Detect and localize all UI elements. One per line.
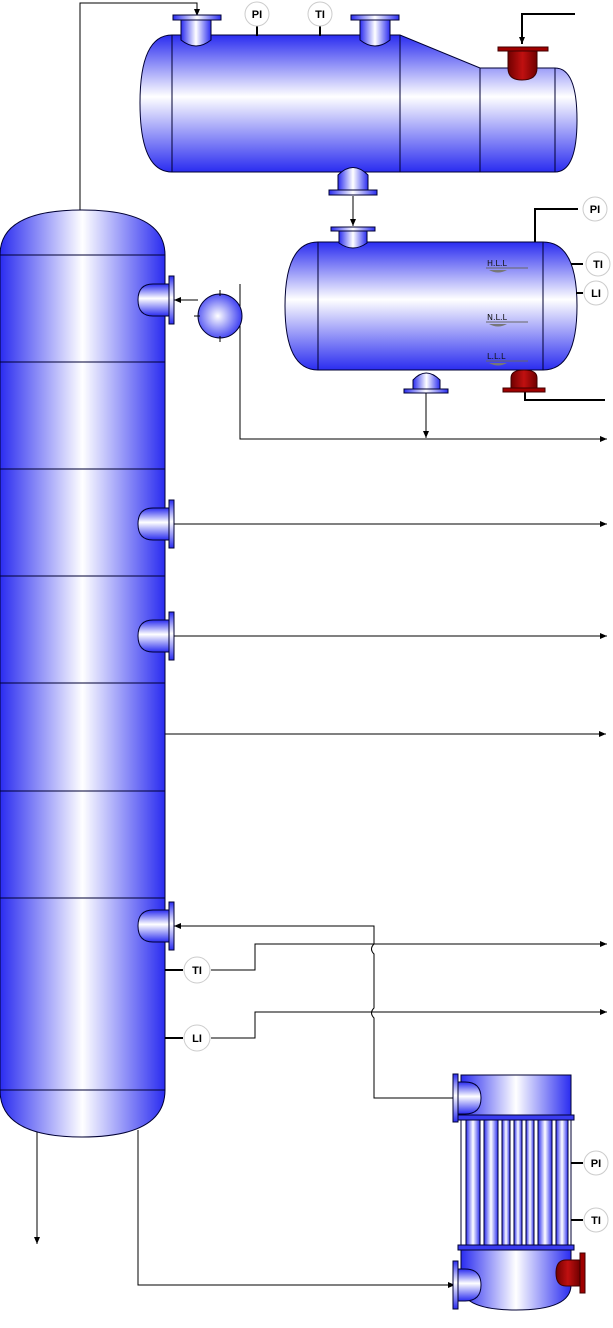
pi-indicator-top-drum: PI	[244, 1, 270, 27]
column-reboiler-return-nozzle	[137, 901, 175, 951]
low-level-label: L.L.L	[487, 352, 506, 361]
reflux-drum: H.L.L N.L.L L.L.L	[284, 208, 583, 394]
pi-indicator-reboiler: PI	[583, 1150, 609, 1176]
svg-text:LI: LI	[591, 288, 601, 300]
reboiler-steam-valve	[555, 1252, 586, 1294]
pi-indicator-reflux-drum: PI	[582, 196, 608, 222]
reboiler-exchanger	[452, 1073, 586, 1311]
reboiler-liquid-inlet-nozzle	[452, 1260, 482, 1310]
reflux-drum-outlet-nozzle	[403, 372, 449, 394]
drum-feed-valve	[497, 46, 549, 81]
svg-text:PI: PI	[590, 204, 600, 216]
reflux-drum-inlet-nozzle	[330, 226, 376, 249]
svg-text:TI: TI	[315, 9, 325, 21]
ti-indicator-reboiler: TI	[583, 1207, 609, 1233]
svg-text:PI: PI	[591, 1158, 601, 1170]
normal-level-label: N.L.L	[487, 313, 508, 322]
svg-text:PI: PI	[252, 9, 262, 21]
reboiler-tubes	[465, 1119, 569, 1246]
overhead-drum	[139, 14, 578, 196]
reflux-pump	[194, 290, 243, 342]
piping	[34, 2, 607, 1288]
svg-text:TI: TI	[593, 259, 603, 271]
column-side-draw-nozzle-1	[137, 499, 175, 549]
svg-text:TI: TI	[192, 965, 202, 977]
reboiler-vapor-outlet-nozzle	[452, 1073, 482, 1123]
ti-indicator-reflux-drum: TI	[585, 251, 611, 277]
drum-outlet-nozzle-top	[350, 14, 400, 47]
reflux-drum-valve	[502, 369, 546, 393]
ti-indicator-column: TI	[183, 956, 211, 984]
drum-bottom-nozzle	[328, 167, 378, 196]
li-indicator-column: LI	[183, 1024, 211, 1052]
svg-text:TI: TI	[591, 1215, 601, 1227]
svg-text:LI: LI	[192, 1033, 202, 1045]
column-reflux-nozzle	[137, 275, 175, 325]
ti-indicator-top-drum: TI	[307, 1, 333, 27]
level-marks: H.L.L N.L.L L.L.L	[486, 259, 528, 366]
column-side-draw-nozzle-2	[137, 611, 175, 661]
li-indicator-reflux-drum: LI	[583, 280, 609, 306]
high-level-label: H.L.L	[487, 259, 507, 268]
distillation-column	[0, 209, 183, 1138]
drum-inlet-nozzle	[172, 14, 222, 47]
